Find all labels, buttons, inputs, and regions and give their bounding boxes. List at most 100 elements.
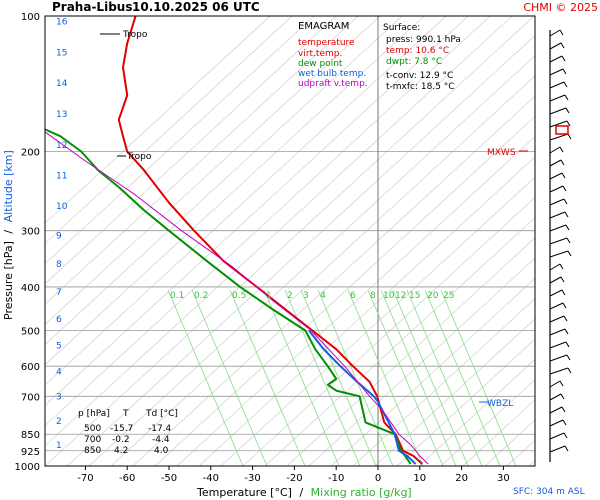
wind-barb [549,120,568,128]
series-dew-pointline [45,128,412,465]
wind-barb-feather [562,419,567,426]
tropo-label-1: Tropo [122,30,148,40]
mixing-ratio-line [229,289,306,466]
wind-barb-feather [561,289,566,296]
wind-barb-feather [561,55,566,62]
altitude-tick-label: 14 [56,79,68,89]
pressure-tick-label: 700 [21,392,40,403]
wind-barb-feather [563,81,568,88]
mxws-label: MXWS [487,148,516,158]
mixing-ratio-label: 1 [266,291,272,301]
adiabat-line [154,115,535,466]
wind-barb-feather [560,276,565,283]
pressure-tick-label: 850 [21,430,40,441]
surface-tmxfc: t-mxfc: 18.5 °C [386,82,455,92]
mixing-ratio-label: 20 [427,291,439,301]
x-label-temp: Temperature [°C] [196,486,292,499]
adiabat-line [66,35,535,466]
adiabat-line [45,16,491,426]
wind-barb-feather [566,237,571,244]
wind-barb-feather [566,120,571,127]
copyright: CHMI © 2025 [523,1,598,14]
legend-updraft: udpraft v.temp. [298,79,368,89]
wind-barb [549,198,565,206]
adiabat-line [45,16,425,366]
altitude-tick-label: 10 [56,202,68,212]
wind-barb [549,263,561,271]
level-table: p [hPa] T Td [°C] 500 -15.7 -17.4 700 -0… [78,409,178,456]
mixing-ratio-line [317,289,394,466]
wind-barb-feather [567,367,572,374]
temp-tick-label: 10 [413,473,426,484]
adiabat-line [45,16,447,386]
wind-barb [549,380,561,388]
series-udpraft-v-temp-line [45,131,429,465]
wbzl-label: WBZL [487,399,513,409]
altitude-tick-label: 5 [56,342,62,352]
mixing-ratio-line [440,289,517,466]
x-label-mix: Mixing ratio [g/kg] [311,486,412,499]
wind-barb-feather [559,146,564,153]
altitude-tick-label: 7 [56,288,62,298]
surface-tconv: t-conv: 12.9 °C [386,71,453,81]
altitude-tick-label: 3 [56,393,62,403]
temp-tick-label: -40 [203,473,219,484]
adiabat-line [45,16,381,325]
surface-title: Surface: [383,23,420,33]
mixing-ratio-line [191,289,268,466]
adiabat-line [418,358,535,466]
wind-barb [549,107,567,115]
adiabat-line [396,338,535,466]
adiabat-line [198,156,535,466]
temp-tick-label: 20 [455,473,468,484]
mixing-ratio-line [424,289,501,466]
mixing-ratio-label: 6 [350,291,356,301]
mixing-ratio-label: 0.2 [194,291,208,301]
wind-barb-feather [562,185,567,192]
wind-barb [549,445,566,453]
wind-barb-feather [559,380,564,387]
mixing-ratio-label: 0.1 [170,291,184,301]
mixing-ratio-label: 2 [287,291,293,301]
wind-barb [549,367,569,375]
y-label-sep: / [2,230,15,234]
mixing-ratio-label: 0.5 [232,291,246,301]
sfc-label: SFC: 304 m ASL [513,487,585,497]
wind-barb [549,419,564,427]
adiabat-line [88,55,535,466]
mixing-ratio-line [347,289,424,466]
mixing-ratio-label: 12 [395,291,406,301]
wind-barb-feather [562,302,567,309]
wind-barb-feather [563,432,568,439]
mixing-ratio-label: 3 [303,291,309,301]
altitude-tick-label: 16 [56,17,68,27]
wind-barb [549,406,563,414]
x-axis-label: Temperature [°C] / Mixing ratio [g/kg] [196,486,412,499]
station-name: Praha-Libus [52,0,132,14]
table-cell: -4.4 [152,435,170,445]
wind-barb-feather [563,315,568,322]
table-cell: 500 [84,424,101,434]
adiabat-line [264,217,535,466]
adiabat-line [220,176,535,466]
adiabat-line [45,16,513,447]
altitude-tick-label: 6 [56,315,62,325]
wind-barb-feather [560,393,565,400]
temp-tick-label: 0 [375,473,381,484]
mixing-ratio-label: 15 [409,291,420,301]
temp-tick-label: -30 [244,473,260,484]
wind-barb-feather [567,133,572,140]
wind-barb [549,133,569,141]
wind-barb [549,328,566,336]
table-cell: -0.2 [112,435,130,445]
plot-frame [44,15,536,467]
adiabat-line [110,75,535,466]
adiabat-line [45,16,535,466]
altitude-tick-label: 15 [56,48,67,58]
temp-tick-label: -50 [161,473,177,484]
wind-barb [549,276,562,284]
table-header-t: T [122,409,129,419]
table-cell: 850 [84,446,101,456]
altitude-tick-label: 12 [56,141,67,151]
adiabat-line [45,16,271,224]
